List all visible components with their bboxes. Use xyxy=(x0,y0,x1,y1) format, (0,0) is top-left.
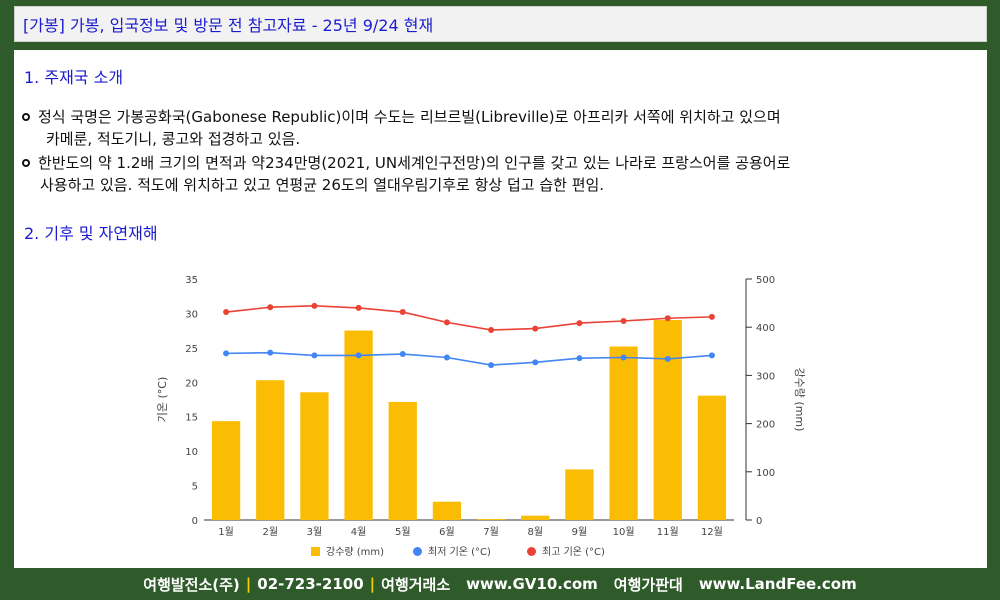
footer-company: 여행발전소(주) xyxy=(143,575,240,594)
temperature-point xyxy=(488,362,495,369)
temperature-point xyxy=(443,319,450,326)
temperature-point xyxy=(576,355,583,362)
content-panel: 1. 주재국 소개 정식 국명은 가봉공화국(Gabonese Republic… xyxy=(14,50,987,568)
footer-exchange-link[interactable]: www.GV10.com xyxy=(466,575,598,593)
footer-price-link[interactable]: www.LandFee.com xyxy=(698,575,857,593)
legend-label: 최고 기온 (°C) xyxy=(542,546,605,558)
legend-label: 최저 기온 (°C) xyxy=(428,546,491,558)
temperature-point xyxy=(399,351,406,358)
bullet-text-continued: 카메룬, 적도기니, 콩고와 접경하고 있음. xyxy=(46,130,301,148)
temperature-point xyxy=(267,349,274,356)
precipitation-bar xyxy=(256,380,285,520)
precipitation-bar xyxy=(653,319,682,520)
bullet-item: 정식 국명은 가봉공화국(Gabonese Republic)이며 수도는 리브… xyxy=(22,106,972,150)
temperature-point xyxy=(620,318,627,325)
temperature-point xyxy=(620,354,627,361)
x-tick-label: 3월 xyxy=(307,526,323,538)
bullet-text: 한반도의 약 1.2배 크기의 면적과 약234만명(2021, UN세계인구전… xyxy=(38,154,791,172)
y-left-tick-label: 0 xyxy=(192,516,198,527)
x-tick-label: 9월 xyxy=(572,526,588,538)
y-right-tick-label: 500 xyxy=(756,275,775,286)
bullet-text: 정식 국명은 가봉공화국(Gabonese Republic)이며 수도는 리브… xyxy=(38,108,781,126)
y-left-axis-title: 기온 (°C) xyxy=(156,377,169,423)
footer-separator: | xyxy=(245,575,252,593)
y-left-tick-label: 30 xyxy=(185,309,198,320)
temperature-point xyxy=(708,313,715,320)
x-tick-label: 8월 xyxy=(527,526,543,538)
temperature-point xyxy=(576,320,583,327)
section-heading-climate: 2. 기후 및 자연재해 xyxy=(24,224,158,243)
legend-swatch xyxy=(527,547,536,556)
temperature-point xyxy=(311,302,318,309)
legend-label: 강수량 (mm) xyxy=(326,546,384,558)
footer-price-label: 여행가판대 xyxy=(613,575,683,594)
legend-swatch xyxy=(413,547,422,556)
footer-exchange-label: 여행거래소 xyxy=(381,575,451,594)
precipitation-bar xyxy=(300,392,329,520)
temperature-point xyxy=(355,352,362,359)
page-title: [가봉] 가봉, 입국정보 및 방문 전 참고자료 - 25년 9/24 현재 xyxy=(23,16,434,35)
precipitation-bar xyxy=(476,519,506,520)
bullet-circle-icon xyxy=(22,113,30,121)
precipitation-bar xyxy=(609,346,638,520)
x-tick-label: 10월 xyxy=(613,526,635,538)
temperature-point xyxy=(664,355,671,362)
y-right-axis-title: 강수량 (mm) xyxy=(793,368,806,432)
x-tick-label: 7월 xyxy=(483,526,499,538)
temperature-point xyxy=(399,309,406,316)
precipitation-bar xyxy=(432,501,462,520)
y-right-tick-label: 200 xyxy=(756,420,775,431)
temperature-point xyxy=(223,350,230,357)
y-right-tick-label: 300 xyxy=(756,371,775,382)
y-left-tick-label: 15 xyxy=(185,413,198,424)
x-tick-label: 11월 xyxy=(657,526,679,538)
title-bar: [가봉] 가봉, 입국정보 및 방문 전 참고자료 - 25년 9/24 현재 xyxy=(14,6,987,42)
precipitation-bar xyxy=(697,395,727,520)
bullet-circle-icon xyxy=(22,159,30,167)
footer-phone: 02-723-2100 xyxy=(257,575,364,593)
temperature-line xyxy=(226,351,712,366)
precipitation-bar xyxy=(211,421,241,520)
legend-swatch xyxy=(311,547,320,556)
x-tick-label: 12월 xyxy=(701,526,723,538)
precipitation-bar xyxy=(344,330,373,520)
footer-separator: | xyxy=(369,575,376,593)
x-tick-label: 6월 xyxy=(439,526,455,538)
y-left-tick-label: 10 xyxy=(185,447,198,458)
x-tick-label: 5월 xyxy=(395,526,411,538)
temperature-point xyxy=(355,304,362,311)
precipitation-bar xyxy=(388,401,417,520)
temperature-point xyxy=(532,359,539,366)
temperature-point xyxy=(708,352,715,359)
section-heading-intro: 1. 주재국 소개 xyxy=(24,68,124,87)
temperature-point xyxy=(664,315,671,322)
temperature-point xyxy=(443,354,450,361)
precipitation-bar xyxy=(521,515,550,520)
temperature-line xyxy=(225,305,712,331)
temperature-point xyxy=(223,309,230,316)
bullet-item: 한반도의 약 1.2배 크기의 면적과 약234만명(2021, UN세계인구전… xyxy=(22,152,972,196)
y-left-tick-label: 20 xyxy=(185,378,198,389)
climate-chart: 0 5 10 15 20 25 30 35 0 100 200 300 400 500 기온 (°C) 강수량… xyxy=(134,265,814,565)
temperature-point xyxy=(532,325,539,332)
climate-chart-svg: 0 5 10 15 20 25 30 35 0 100 200 300 400 500 기온 (°C) 강수량… xyxy=(156,275,806,558)
y-left-tick-label: 35 xyxy=(185,275,198,286)
x-tick-label: 4월 xyxy=(351,526,367,538)
y-left-tick-label: 5 xyxy=(192,482,198,493)
footer: 여행발전소(주) | 02-723-2100 | 여행거래소 www.GV10.… xyxy=(0,568,1000,600)
precipitation-bar xyxy=(565,469,594,520)
y-right-tick-label: 100 xyxy=(756,468,775,479)
y-right-tick-label: 0 xyxy=(756,516,762,527)
y-right-tick-label: 400 xyxy=(756,323,775,334)
x-tick-label: 1월 xyxy=(218,526,234,538)
x-tick-label: 2월 xyxy=(262,526,278,538)
temperature-point xyxy=(267,304,274,311)
bullet-text-continued: 사용하고 있음. 적도에 위치하고 있고 연평균 26도의 열대우림기후로 항상… xyxy=(40,176,605,194)
temperature-point xyxy=(311,352,318,359)
y-left-tick-label: 25 xyxy=(185,344,198,355)
temperature-point xyxy=(488,326,495,333)
